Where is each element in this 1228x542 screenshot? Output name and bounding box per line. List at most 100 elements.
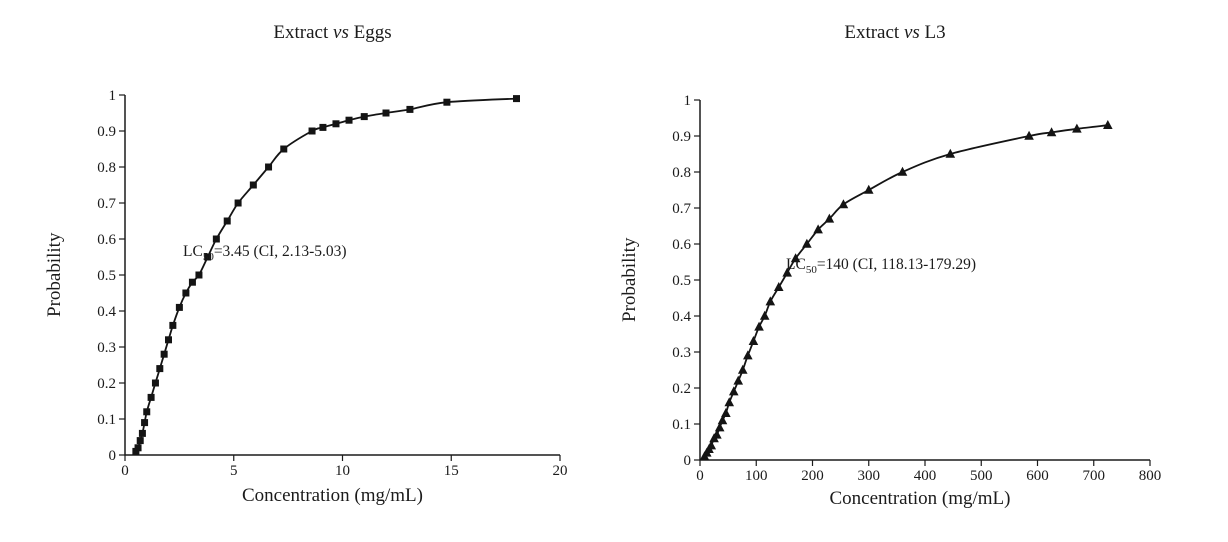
eggs-lc50-subscript: 50 — [202, 251, 214, 264]
axis-lines — [124, 95, 560, 456]
triangle-marker-icon — [782, 267, 792, 277]
triangle-marker-icon — [773, 282, 784, 291]
square-marker-icon — [151, 379, 159, 387]
triangle-marker-icon — [754, 321, 764, 331]
triangle-marker-icon — [714, 422, 725, 432]
x-tick-label: 400 — [914, 468, 937, 484]
l3-lc50-prefix: LC — [786, 256, 806, 273]
x-tick-label: 600 — [1026, 468, 1049, 484]
y-tick-label: 0.1 — [672, 417, 691, 433]
triangle-marker-icon — [1103, 120, 1113, 129]
eggs-title-vs: vs — [333, 22, 349, 43]
triangle-marker-icon — [945, 148, 956, 158]
l3-x-axis-label: Concentration (mg/mL) — [829, 488, 1011, 509]
y-tick-label: 0.4 — [97, 304, 116, 320]
axis-lines — [699, 100, 1150, 461]
triangle-marker-icon — [1024, 130, 1034, 140]
square-marker-icon — [223, 217, 231, 225]
dose-response-curve — [135, 97, 517, 452]
eggs-y-axis-label: Probability — [44, 232, 65, 318]
y-tick-label: 0.8 — [97, 160, 116, 176]
square-marker-icon — [382, 109, 390, 117]
square-marker-icon — [160, 350, 168, 358]
l3-plot-area: 0 0.1 0.2 0.3 0.4 0.5 0.6 0.7 0.8 0.9 1 0 100 200 300 4… — [672, 93, 1162, 484]
y-tick-label: 0 — [684, 453, 692, 469]
l3-lc50-subscript: 50 — [805, 264, 817, 277]
square-marker-icon — [234, 199, 242, 207]
y-tick-label: 0.2 — [672, 381, 691, 397]
triangle-marker-icon — [737, 364, 748, 374]
x-tick-label: 20 — [553, 463, 568, 479]
y-tick-label: 0.9 — [97, 124, 116, 140]
triangle-marker-icon — [706, 440, 717, 450]
eggs-lc50-value: =3.45 (CI, 2.13-5.03) — [213, 243, 347, 260]
x-tick-label: 300 — [858, 468, 881, 484]
square-marker-icon — [332, 120, 340, 128]
eggs-title-post: Eggs — [348, 22, 392, 43]
triangle-marker-icon — [743, 350, 753, 360]
x-tick-label: 100 — [745, 468, 768, 484]
l3-lc50-value: =140 (CI, 118.13-179.29) — [816, 256, 977, 273]
eggs-lc50-prefix: LC — [183, 243, 203, 260]
triangle-marker-icon — [1046, 127, 1057, 137]
triangle-marker-icon — [765, 296, 776, 306]
square-marker-icon — [134, 444, 142, 452]
triangle-marker-icon — [759, 310, 770, 320]
x-tick-label: 200 — [801, 468, 824, 484]
x-tick-label: 0 — [121, 463, 129, 479]
square-marker-icon — [513, 95, 520, 103]
triangle-marker-icon — [721, 408, 731, 417]
y-tick-label: 0.5 — [97, 268, 116, 284]
square-marker-icon — [143, 408, 151, 416]
y-tick-label: 0.7 — [672, 201, 691, 217]
square-marker-icon — [165, 336, 172, 344]
square-marker-icon — [175, 303, 183, 311]
y-tick-label: 0 — [109, 448, 117, 464]
y-tick-label: 0.8 — [672, 165, 691, 181]
y-tick-label: 0.2 — [97, 376, 116, 392]
square-marker-icon — [182, 289, 190, 297]
x-tick-label: 800 — [1139, 468, 1162, 484]
square-marker-icon — [443, 98, 451, 106]
x-tick-label: 500 — [970, 468, 993, 484]
y-tick-label: 1 — [109, 88, 117, 104]
square-marker-icon — [147, 393, 155, 401]
triangle-marker-icon — [1072, 123, 1082, 133]
eggs-lc50-annotation: LC50=3.45 (CI, 2.13-5.03) — [183, 243, 347, 263]
eggs-plot-area: 00.10.20.30.40.50.60.70.80.910 5 10 15 20 — [97, 88, 568, 479]
square-marker-icon — [169, 321, 177, 329]
l3-chart-title: Extract vs L3 — [670, 22, 1120, 44]
x-tick-label: 10 — [335, 463, 350, 479]
l3-title-post: L3 — [919, 22, 946, 43]
y-tick-label: 0.3 — [97, 340, 116, 356]
y-tick-label: 0.4 — [672, 309, 691, 325]
y-tick-label: 0.7 — [97, 196, 116, 212]
triangle-marker-icon — [863, 184, 874, 194]
square-marker-icon — [156, 365, 164, 373]
eggs-chart-title: Extract vs Eggs — [115, 22, 550, 44]
y-tick-label: 0.1 — [97, 412, 116, 428]
triangle-marker-icon — [838, 199, 849, 209]
triangle-marker-icon — [824, 213, 835, 223]
triangle-marker-icon — [712, 429, 722, 439]
l3-title-vs: vs — [903, 22, 920, 43]
y-tick-label: 1 — [684, 93, 692, 109]
triangle-marker-icon — [724, 397, 735, 407]
y-tick-label: 0.6 — [97, 232, 116, 248]
l3-title-pre: Extract — [844, 22, 904, 43]
square-marker-icon — [249, 181, 257, 189]
square-marker-icon — [132, 447, 140, 455]
l3-y-axis-label: Probability — [619, 237, 640, 323]
triangle-marker-icon — [790, 253, 801, 263]
y-tick-label: 0.6 — [672, 237, 691, 253]
square-marker-icon — [308, 127, 316, 135]
y-tick-label: 0.3 — [672, 345, 691, 361]
square-marker-icon — [265, 163, 273, 171]
square-marker-icon — [204, 253, 212, 261]
triangle-marker-icon — [717, 415, 728, 425]
triangle-marker-icon — [733, 375, 744, 385]
eggs-title-pre: Extract — [273, 22, 334, 43]
square-marker-icon — [188, 278, 196, 286]
square-marker-icon — [212, 235, 220, 243]
